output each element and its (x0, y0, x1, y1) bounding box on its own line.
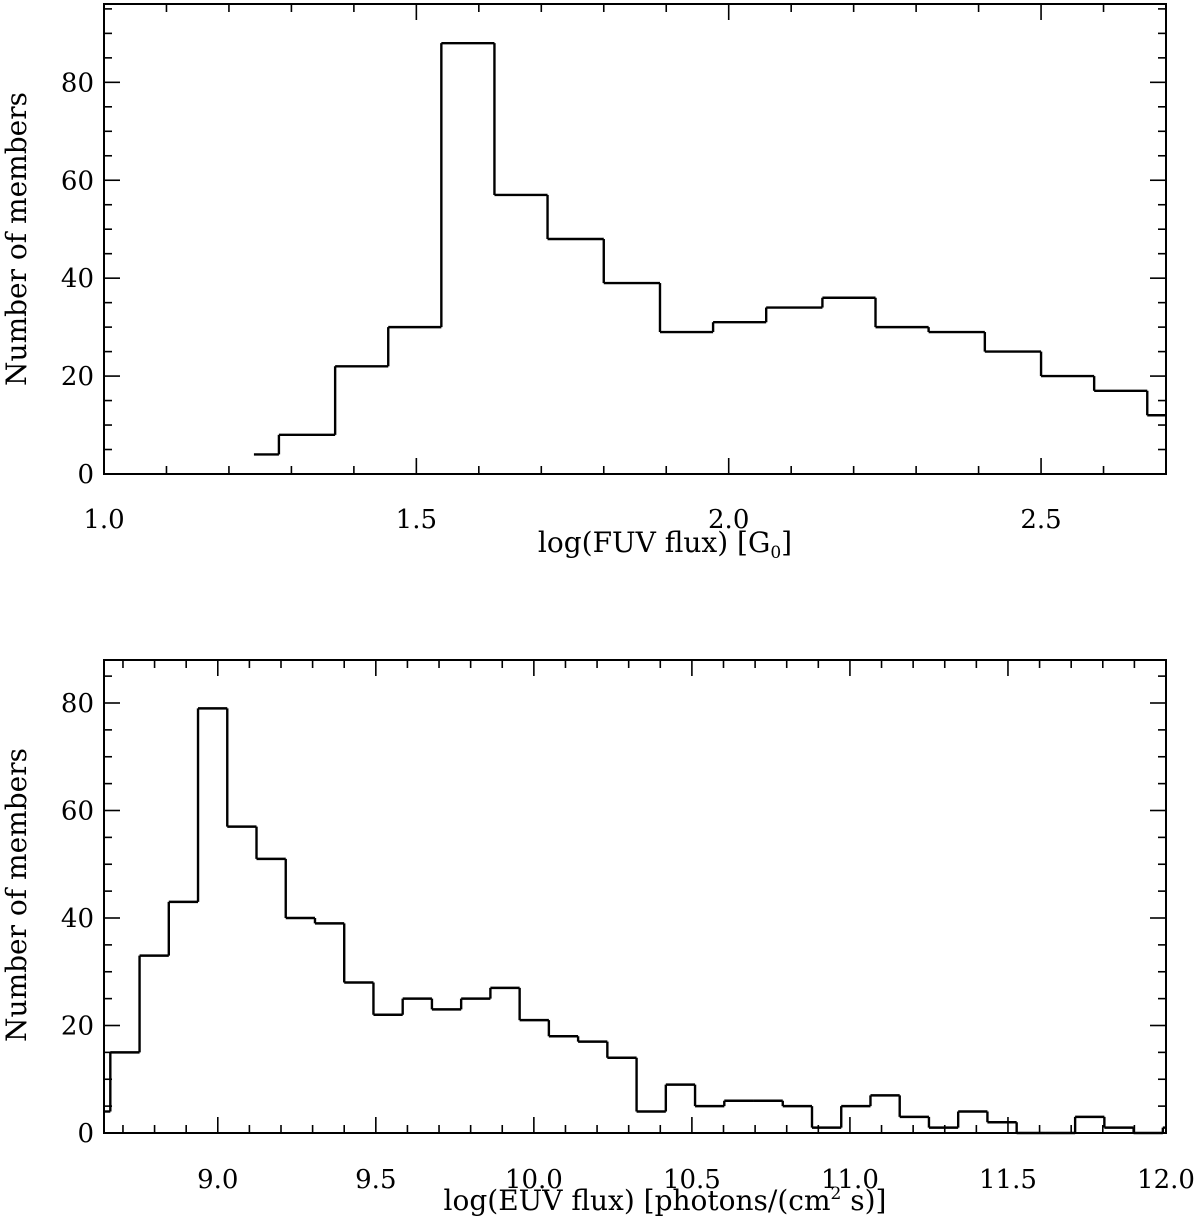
x-axis-label: log(FUV flux) [G0] (538, 526, 792, 563)
euv-histogram-panel: 9.0 9.5 10.0 10.5 11.0 11.5 12.0 0 20 40 60 80 log(E… (0, 659, 1195, 1217)
y-tick-label: 40 (61, 264, 94, 294)
y-tick-label: 0 (77, 1119, 94, 1149)
y-axis-label: Number of members (0, 748, 33, 1042)
y-tick-label: 20 (61, 362, 94, 392)
fuv-histogram-panel: 1.0 1.5 2.0 2.5 0 20 40 60 80 log(FUV flux) [G0] N… (0, 3, 1167, 563)
y-tick-label: 40 (61, 904, 94, 934)
x-tick-label: 2.5 (1020, 505, 1061, 535)
axis-ticks (103, 4, 1167, 475)
x-tick-label: 1.0 (83, 505, 124, 535)
y-axis-label: Number of members (0, 92, 33, 386)
y-tick-label: 60 (61, 166, 94, 196)
x-tick-label: 11.5 (979, 1165, 1037, 1195)
x-tick-label: 2.0 (708, 505, 749, 535)
x-axis-label: log(EUV flux) [photons/(cm2 s)] (444, 1184, 887, 1217)
axis-ticks (104, 660, 1167, 1134)
x-tick-label: 1.5 (396, 505, 437, 535)
x-tick-label: 9.5 (355, 1165, 396, 1195)
histogram-bins (253, 41, 1166, 456)
y-tick-label: 80 (61, 68, 94, 98)
x-tick-label: 10.5 (663, 1165, 721, 1195)
x-tick-label: 11.0 (821, 1165, 879, 1195)
x-tick-label: 12.0 (1137, 1165, 1195, 1195)
y-tick-label: 60 (61, 797, 94, 827)
y-tick-label: 20 (61, 1012, 94, 1042)
x-tick-label: 9.0 (197, 1165, 238, 1195)
y-tick-label: 0 (77, 460, 94, 490)
plot-frame (103, 659, 1167, 1134)
histogram-bins (104, 707, 1166, 1135)
x-tick-label: 10.0 (505, 1165, 563, 1195)
y-tick-label: 80 (61, 689, 94, 719)
plot-frame (103, 3, 1167, 475)
